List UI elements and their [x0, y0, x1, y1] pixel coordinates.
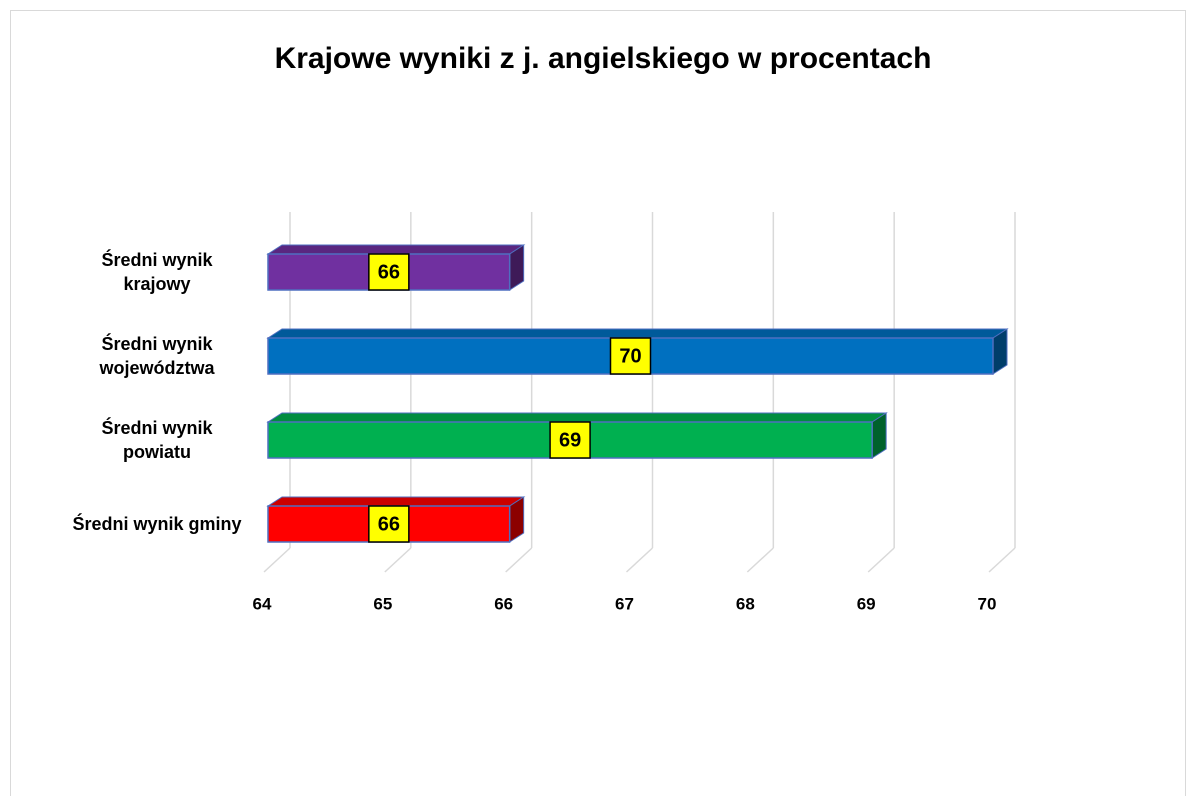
grid-line-floor	[988, 547, 1016, 573]
grid-line-floor	[867, 547, 895, 573]
chart-frame	[10, 10, 1186, 796]
bar-top	[266, 244, 526, 255]
x-tick-label: 64	[253, 594, 272, 613]
grid-line-floor	[505, 547, 533, 573]
bar-top	[266, 412, 888, 423]
x-tick-label: 66	[494, 594, 513, 613]
grid-line-floor	[384, 547, 412, 573]
chart-title: Krajowe wyniki z j. angielskiego w proce…	[275, 42, 932, 75]
y-tick-label: Średni wynik krajowy	[101, 250, 213, 294]
y-tick-label: Średni wynik gminy	[72, 514, 242, 534]
data-label-box	[549, 421, 591, 459]
grid-line-floor	[625, 547, 654, 573]
x-tick-label: 65	[373, 594, 392, 613]
x-tick-label: 67	[615, 594, 634, 613]
x-tick-label: 69	[857, 594, 876, 613]
data-label: 69	[559, 429, 581, 451]
y-tick-label: Średni wynik powiatu	[101, 418, 213, 462]
data-label-box	[609, 337, 652, 375]
data-label-box	[368, 505, 410, 543]
x-tick-label: 68	[736, 594, 755, 613]
grid-line-floor	[746, 547, 774, 573]
y-tick-label: Średni wynik województwa	[99, 334, 215, 378]
grid-line-floor	[263, 547, 291, 573]
bar-top	[266, 328, 1009, 339]
data-label: 66	[378, 513, 400, 535]
data-label: 66	[378, 261, 400, 283]
data-label-box	[368, 253, 410, 291]
bar-top	[266, 496, 526, 507]
data-label: 70	[619, 345, 641, 367]
x-tick-label: 70	[978, 594, 997, 613]
